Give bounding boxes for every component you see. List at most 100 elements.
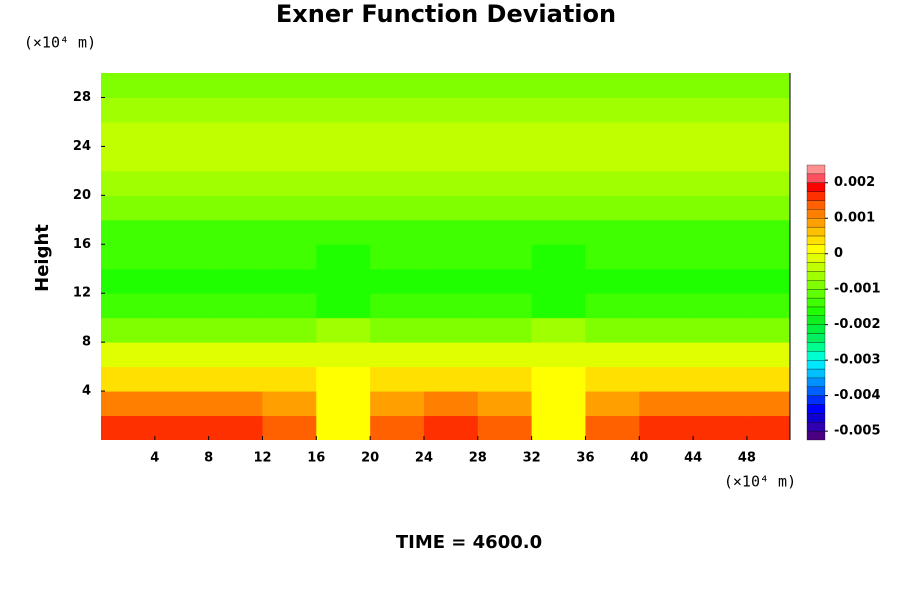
contour-cell <box>585 391 640 417</box>
colorbar-swatch <box>806 262 826 272</box>
contour-cell <box>208 73 263 98</box>
contour-cell <box>693 73 748 98</box>
contour-cell <box>101 342 156 368</box>
x-tick-label: 24 <box>415 451 433 466</box>
contour-cell <box>693 146 748 172</box>
contour-cell <box>639 219 694 245</box>
contour-cell <box>423 391 479 417</box>
colorbar-swatch <box>806 377 826 387</box>
contour-cell <box>746 146 790 172</box>
contour-cell <box>101 146 156 172</box>
contour-cell <box>101 391 156 417</box>
colorbar-swatch <box>806 209 826 219</box>
contour-cell <box>154 146 210 172</box>
contour-cell <box>639 146 694 172</box>
contour-cell <box>639 366 694 392</box>
contour-cell <box>477 170 533 196</box>
colorbar-swatch <box>806 351 826 361</box>
contour-cell <box>639 244 694 270</box>
contour-cell <box>477 121 533 147</box>
x-unit-label: (×10⁴ m) <box>724 473 796 491</box>
contour-cell <box>423 146 479 172</box>
contour-cell <box>208 293 263 319</box>
colorbar-tick-label: -0.004 <box>834 388 881 403</box>
contour-cell <box>423 97 479 123</box>
contour-cell <box>477 146 533 172</box>
contour-cell <box>370 146 425 172</box>
colorbar-tick-label: -0.005 <box>834 424 881 439</box>
contour-cell <box>531 317 586 343</box>
colorbar-swatch <box>806 333 826 343</box>
contour-cell <box>531 366 586 392</box>
x-tick-label: 28 <box>469 451 487 466</box>
contour-cell <box>585 97 640 123</box>
contour-cell <box>262 317 317 343</box>
contour-cell <box>370 219 425 245</box>
contour-cell <box>639 97 694 123</box>
x-tick-label: 32 <box>523 451 541 466</box>
contour-cell <box>208 170 263 196</box>
colorbar-tick-label: -0.002 <box>834 317 881 332</box>
y-tick-label: 4 <box>82 384 91 399</box>
colorbar-tick-label: 0 <box>834 246 843 261</box>
contour-cell <box>531 293 586 319</box>
x-tick-label: 12 <box>253 451 271 466</box>
colorbar-swatch <box>806 413 826 423</box>
contour-cell <box>316 415 371 440</box>
contour-field <box>101 73 790 440</box>
contour-cell <box>370 170 425 196</box>
contour-cell <box>101 73 156 98</box>
contour-cell <box>423 244 479 270</box>
contour-cell <box>262 97 317 123</box>
contour-cell <box>208 97 263 123</box>
contour-cell <box>370 342 425 368</box>
contour-cell <box>639 415 694 440</box>
contour-cell <box>208 342 263 368</box>
contour-cell <box>423 73 479 98</box>
contour-cell <box>262 244 317 270</box>
x-tick-label: 16 <box>307 451 325 466</box>
contour-cell <box>746 97 790 123</box>
contour-cell <box>316 391 371 417</box>
contour-cell <box>208 219 263 245</box>
chart-title: Exner Function Deviation <box>276 0 616 28</box>
contour-cell <box>316 170 371 196</box>
contour-cell <box>585 195 640 221</box>
contour-cell <box>208 195 263 221</box>
contour-cell <box>262 391 317 417</box>
contour-cell <box>693 97 748 123</box>
contour-cell <box>585 366 640 392</box>
contour-cell <box>316 195 371 221</box>
contour-cell <box>316 268 371 294</box>
contour-cell <box>316 317 371 343</box>
contour-cell <box>208 268 263 294</box>
contour-cell <box>746 195 790 221</box>
contour-cell <box>693 391 748 417</box>
x-tick-label: 36 <box>576 451 594 466</box>
contour-cell <box>316 366 371 392</box>
contour-cell <box>154 317 210 343</box>
x-tick-label: 8 <box>204 451 213 466</box>
contour-cell <box>423 415 479 440</box>
contour-cell <box>477 366 533 392</box>
contour-cell <box>585 73 640 98</box>
contour-cell <box>477 244 533 270</box>
colorbar-swatch <box>806 315 826 325</box>
contour-cell <box>585 317 640 343</box>
contour-cell <box>585 415 640 440</box>
contour-cell <box>585 244 640 270</box>
colorbar-swatch <box>806 360 826 370</box>
contour-cell <box>316 97 371 123</box>
colorbar-swatch <box>806 253 826 263</box>
colorbar-swatch <box>806 182 826 192</box>
contour-cell <box>101 293 156 319</box>
contour-cell <box>370 415 425 440</box>
contour-cell <box>154 170 210 196</box>
y-tick-label: 16 <box>73 237 91 252</box>
contour-cell <box>262 415 317 440</box>
colorbar-swatch <box>806 404 826 414</box>
contour-cell <box>693 244 748 270</box>
contour-cell <box>370 195 425 221</box>
colorbar-swatch <box>806 235 826 245</box>
contour-cell <box>423 170 479 196</box>
